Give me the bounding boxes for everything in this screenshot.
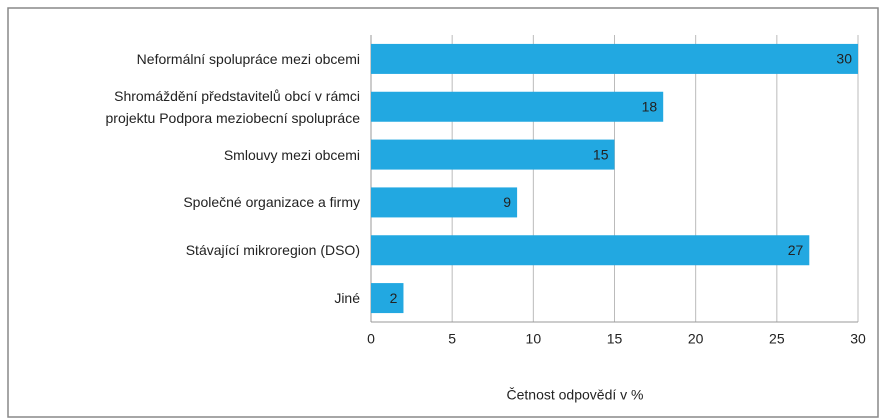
x-tick-label: 10 [526,331,542,347]
data-label: 18 [642,98,658,114]
x-tick-label: 0 [367,331,375,347]
x-tick-label: 20 [688,331,704,347]
y-tick-label: Stávající mikroregion (DSO) [185,242,360,259]
x-tick-label: 25 [769,331,785,347]
bar [371,235,810,266]
x-tick-label: 5 [448,331,456,347]
y-tick-label: Shromáždění představitelů obcí v rámci p… [105,87,361,126]
bar [371,283,404,314]
frame [7,7,879,418]
x-tick-label: 30 [850,331,866,347]
x-tick-label: 15 [607,331,623,347]
bar [371,43,858,74]
data-label: 27 [788,242,804,258]
data-label: 2 [390,290,398,306]
y-tick-label: Smlouvy mezi obcemi [223,146,360,163]
data-label: 30 [836,51,852,67]
bar [371,187,518,218]
bar [371,139,615,170]
y-tick-label: Neformální spolupráce mezi obcemi [136,50,360,67]
x-axis-title: Četnost odpovědí v % [507,387,644,403]
data-label: 15 [593,146,609,162]
data-label: 9 [503,194,511,210]
y-tick-label: Společné organizace a firmy [183,194,360,211]
y-tick-label: Jiné [334,290,360,307]
bar [371,91,664,122]
